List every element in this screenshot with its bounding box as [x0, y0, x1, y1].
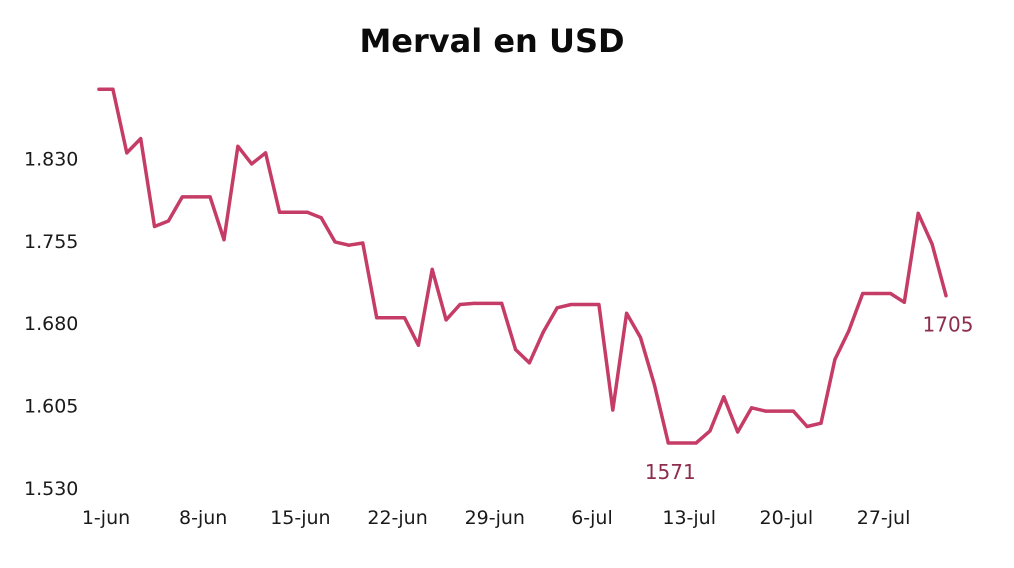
data-point [791, 409, 795, 413]
data-point [97, 87, 101, 91]
data-point [736, 430, 740, 434]
chart-title: Merval en USD [359, 22, 624, 60]
data-point [236, 144, 240, 148]
data-point [833, 357, 837, 362]
data-point [902, 300, 906, 304]
y-tick-label: 1.755 [24, 231, 78, 253]
y-tick-label: 1.830 [24, 148, 78, 170]
data-point [264, 151, 268, 155]
x-tick-label: 13-jul [662, 507, 716, 529]
data-point [666, 441, 670, 445]
data-point [694, 441, 698, 445]
data-point [486, 301, 490, 305]
data-point [541, 330, 545, 334]
x-tick-label: 8-jun [179, 507, 227, 529]
data-point [125, 151, 129, 155]
data-point [361, 241, 365, 245]
x-tick-label: 29-jun [465, 507, 525, 529]
x-tick-label: 27-jul [857, 507, 911, 529]
data-point [527, 361, 532, 365]
data-point [180, 195, 184, 199]
data-point [222, 238, 226, 242]
data-point [597, 302, 601, 307]
x-tick-label: 20-jul [760, 507, 814, 529]
data-point [708, 429, 712, 433]
data-point [652, 383, 657, 387]
data-point [319, 216, 323, 220]
data-point [722, 395, 726, 399]
series-line [97, 87, 948, 445]
data-point [875, 291, 879, 296]
data-point [638, 335, 643, 340]
data-point [402, 316, 407, 320]
data-point [500, 301, 504, 305]
data-point [458, 302, 462, 307]
data-point [166, 219, 170, 223]
data-point [625, 311, 629, 315]
data-point [111, 87, 115, 91]
annotations: 1571 1705 [645, 313, 974, 484]
data-point [194, 195, 198, 199]
data-point [930, 242, 934, 246]
data-label: 1705 [923, 313, 974, 337]
data-point [555, 306, 559, 310]
data-point [375, 316, 379, 320]
y-tick-label: 1.605 [24, 396, 78, 418]
series-group [97, 87, 948, 445]
y-axis-tick-labels: 1.530 1.605 1.680 1.755 1.830 [24, 148, 78, 500]
y-tick-label: 1.680 [24, 313, 78, 335]
x-tick-label: 22-jun [367, 507, 427, 529]
data-point [277, 210, 282, 214]
data-point [569, 302, 573, 307]
data-point [680, 441, 684, 445]
y-tick-label: 1.530 [24, 478, 78, 500]
data-point [139, 137, 143, 141]
x-tick-label: 15-jun [270, 507, 330, 529]
data-point [208, 195, 212, 199]
data-point [750, 406, 754, 410]
data-point [514, 348, 518, 352]
data-point [805, 424, 809, 429]
data-point [444, 318, 448, 322]
data-point [250, 162, 254, 166]
data-point [888, 291, 893, 296]
data-point [416, 343, 420, 347]
data-point [583, 302, 587, 307]
data-point [347, 243, 351, 247]
data-point [763, 409, 768, 413]
data-point [847, 329, 851, 333]
data-point [944, 294, 948, 298]
data-point [430, 267, 434, 271]
data-label: 1571 [645, 460, 696, 484]
data-point [389, 316, 393, 320]
data-point [777, 409, 782, 413]
data-point [152, 224, 157, 229]
data-point [916, 211, 920, 215]
x-tick-label: 1-jun [82, 507, 130, 529]
data-point [333, 240, 337, 244]
data-point [305, 210, 309, 214]
data-point [472, 301, 476, 305]
data-point [861, 291, 865, 296]
data-point [819, 421, 823, 425]
data-point [611, 408, 615, 412]
x-axis-tick-labels: 1-jun 8-jun 15-jun 22-jun 29-jun 6-jul 13-jul 2… [82, 507, 911, 529]
x-tick-label: 6-jul [571, 507, 613, 529]
data-point [291, 210, 295, 214]
